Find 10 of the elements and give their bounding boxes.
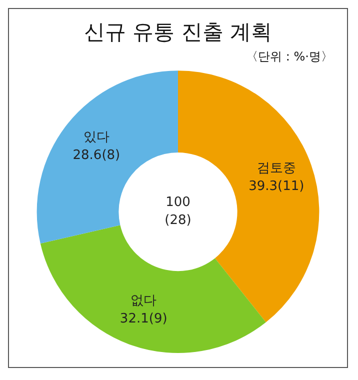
data-label: 32.1(9)	[120, 312, 168, 327]
chart-subtitle: 〈단위 : %·명〉	[246, 50, 333, 64]
text: 100	[166, 195, 190, 210]
slice-label: 없다	[130, 294, 157, 309]
slice-label: 있다	[83, 130, 110, 146]
chart-title: 신규 유통 진출 계획	[84, 20, 272, 44]
data-label: 39.3(11)	[248, 178, 304, 194]
data-label: 28.6(8)	[72, 148, 120, 164]
slice-label: 검토중	[256, 160, 296, 176]
text: (28)	[164, 213, 192, 228]
